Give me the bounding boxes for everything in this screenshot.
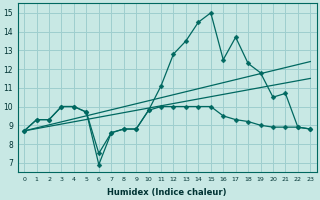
X-axis label: Humidex (Indice chaleur): Humidex (Indice chaleur) xyxy=(108,188,227,197)
